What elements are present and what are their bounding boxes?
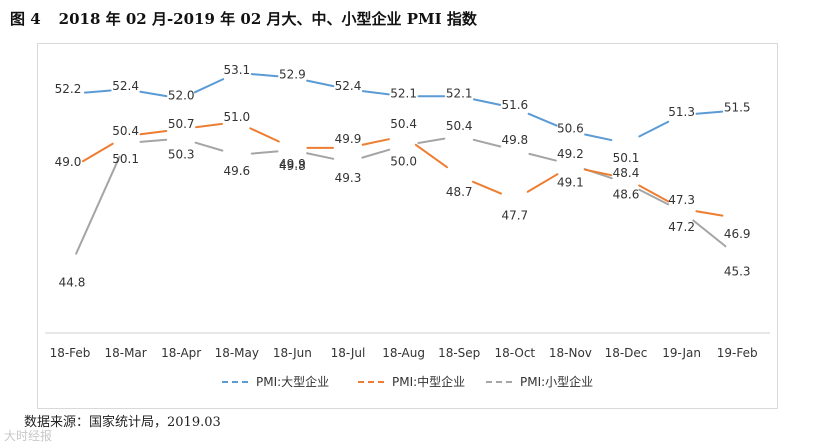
series-line-segment-small — [75, 155, 121, 255]
series-line-segment-large — [83, 89, 112, 94]
series-line-segment-large — [695, 110, 724, 115]
series-line-segment-large — [193, 78, 225, 94]
data-label-large: 53.1 — [223, 63, 250, 77]
series-line-segment-small — [139, 138, 168, 143]
data-label-medium: 50.7 — [168, 117, 195, 131]
data-label-medium: 49.9 — [335, 132, 362, 146]
series-line-segment-medium — [472, 180, 502, 195]
data-label-large: 51.5 — [724, 100, 751, 114]
data-label-medium: 48.7 — [446, 185, 473, 199]
series-line-segment-large — [139, 90, 168, 98]
figure-title: 图 4 2018 年 02 月-2019 年 02 月大、中、小型企业 PMI 指… — [10, 8, 477, 29]
series-line-segment-large — [638, 120, 670, 138]
data-label-medium: 51.0 — [223, 110, 250, 124]
series-line-segment-medium — [195, 122, 223, 129]
data-label-small: 49.8 — [501, 133, 528, 147]
series-line-segment-small — [250, 150, 279, 155]
figure-title-text: 2018 年 02 月-2019 年 02 月大、中、小型企业 PMI 指数 — [58, 10, 477, 28]
data-label-large: 52.0 — [168, 89, 195, 103]
data-label-large: 52.9 — [279, 68, 306, 82]
x-tick-label: 18-Apr — [161, 346, 201, 360]
data-label-small: 50.4 — [446, 119, 473, 133]
chart-frame — [37, 43, 778, 409]
figure-number: 图 4 — [10, 10, 41, 28]
data-label-small: 48.4 — [613, 166, 640, 180]
series-line-segment-medium — [526, 173, 559, 193]
series-line-segment-medium — [695, 210, 724, 217]
data-label-small: 50.3 — [168, 147, 195, 161]
series-line-segment-large — [306, 79, 335, 88]
data-label-large: 51.3 — [668, 105, 695, 119]
data-label-small: 50.1 — [112, 152, 139, 166]
series-line-segment-small — [417, 137, 446, 144]
series-line-segment-large — [527, 112, 558, 127]
series-line-segment-small — [472, 138, 502, 148]
x-tick-label: 18-Mar — [104, 346, 146, 360]
data-label-large: 52.2 — [55, 82, 82, 96]
data-label-small: 45.3 — [724, 265, 751, 279]
series-line-segment-large — [250, 73, 279, 78]
series-line-segment-medium — [584, 168, 613, 177]
series-line-segment-large — [584, 133, 613, 142]
series-line-segment-medium — [414, 143, 449, 169]
data-label-small: 50.0 — [390, 154, 417, 168]
series-line-segment-large — [472, 98, 502, 106]
data-label-large: 52.4 — [112, 79, 139, 93]
data-label-medium: 49.9 — [279, 157, 306, 171]
data-label-small: 49.8 — [279, 159, 306, 173]
data-label-medium: 48.6 — [613, 187, 640, 201]
x-tick-label: 19-Jan — [662, 346, 701, 360]
data-label-large: 50.6 — [557, 121, 584, 135]
data-label-medium: 47.3 — [668, 193, 695, 207]
x-tick-label: 18-Oct — [494, 346, 535, 360]
series-line-segment-medium — [638, 184, 670, 203]
series-line-segment-medium — [249, 127, 280, 143]
data-label-medium: 50.4 — [112, 124, 139, 138]
x-tick-label: 18-Nov — [549, 346, 592, 360]
data-label-large: 50.1 — [613, 151, 640, 165]
x-tick-label: 18-Jun — [273, 346, 312, 360]
series-line-segment-medium — [139, 129, 168, 136]
legend-label: PMI:大型企业 — [256, 374, 329, 389]
data-label-medium: 49.0 — [55, 155, 82, 169]
series-line-segment-small — [194, 141, 224, 152]
x-tick-label: 18-Jul — [331, 346, 366, 360]
data-label-small: 44.8 — [59, 275, 86, 289]
series-line-segment-medium — [361, 138, 390, 146]
legend-label: PMI:小型企业 — [520, 374, 593, 389]
data-label-large: 52.1 — [446, 86, 473, 100]
data-label-small: 49.3 — [335, 171, 362, 185]
x-tick-label: 18-Sep — [438, 346, 480, 360]
watermark: 大时经报 — [4, 429, 53, 443]
series-line-segment-small — [692, 219, 727, 248]
data-label-medium: 49.1 — [557, 176, 584, 190]
data-label-medium: 46.9 — [724, 227, 751, 241]
data-label-small: 49.6 — [223, 164, 250, 178]
data-label-medium: 47.7 — [501, 208, 528, 222]
legend-label: PMI:中型企业 — [392, 374, 465, 389]
series-line-segment-small — [528, 152, 557, 162]
series-line-segment-small — [361, 148, 391, 159]
x-tick-label: 18-Feb — [50, 346, 91, 360]
x-tick-label: 18-Dec — [605, 346, 648, 360]
data-label-large: 51.6 — [501, 98, 528, 112]
x-tick-label: 18-May — [215, 346, 259, 360]
source-note: 数据来源：国家统计局，2019.03 — [24, 415, 221, 430]
series-line-segment-medium — [81, 142, 114, 163]
data-label-medium: 50.4 — [390, 117, 417, 131]
x-tick-label: 19-Feb — [717, 346, 758, 360]
data-label-small: 49.2 — [557, 147, 584, 161]
x-tick-label: 18-Aug — [382, 346, 425, 360]
data-label-large: 52.1 — [390, 86, 417, 100]
series-line-segment-small — [306, 152, 335, 160]
series-line-segment-small — [638, 188, 670, 206]
series-line-segment-large — [361, 90, 390, 96]
data-label-large: 52.4 — [335, 79, 362, 93]
data-label-small: 47.2 — [668, 220, 695, 234]
